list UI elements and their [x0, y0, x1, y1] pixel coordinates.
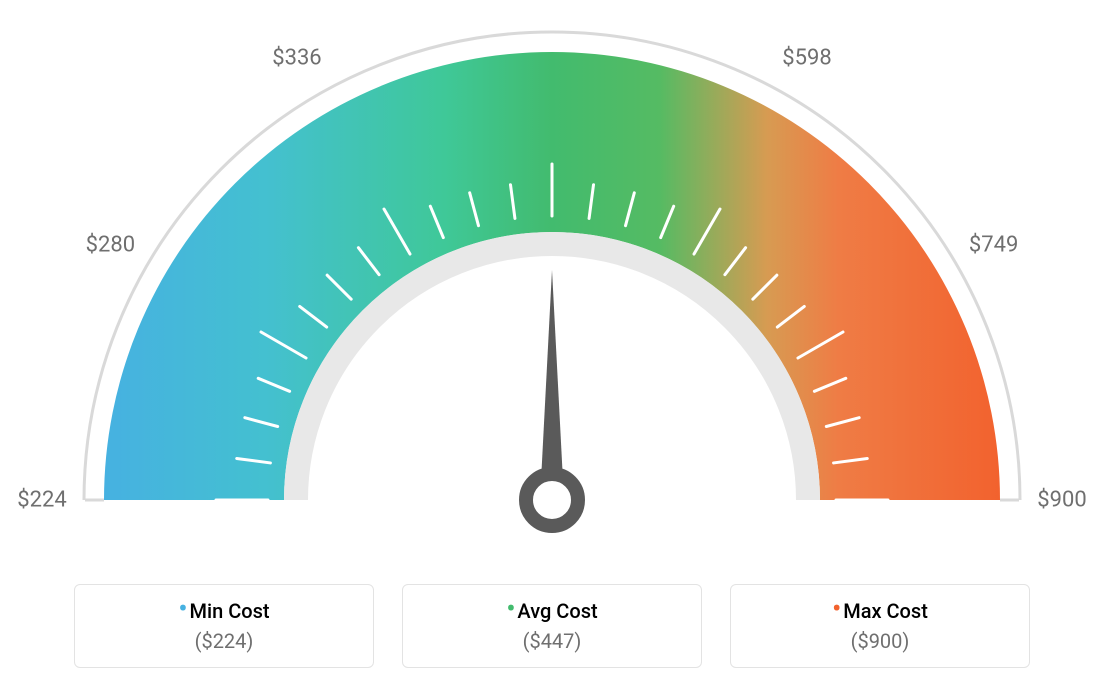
gauge-svg — [0, 0, 1104, 560]
legend-label-min: Min Cost — [190, 599, 270, 623]
scale-label: $447 — [527, 0, 576, 3]
scale-label: $598 — [782, 46, 831, 71]
legend-row: • Min Cost ($224) • Avg Cost ($447) • Ma… — [0, 584, 1104, 668]
legend-box-max: • Max Cost ($900) — [730, 584, 1030, 668]
legend-label-max: Max Cost — [843, 599, 928, 623]
legend-title-max: • Max Cost — [832, 599, 928, 623]
legend-value-max: ($900) — [851, 629, 910, 653]
legend-title-min: • Min Cost — [178, 599, 269, 623]
scale-label: $224 — [17, 488, 66, 513]
legend-title-avg: • Avg Cost — [506, 599, 597, 623]
legend-label-avg: Avg Cost — [517, 599, 597, 623]
scale-label: $900 — [1037, 488, 1086, 513]
gauge-area: $224 $280 $336 $447 $598 $749 $900 — [0, 0, 1104, 560]
legend-value-avg: ($447) — [523, 629, 582, 653]
scale-label: $749 — [969, 232, 1018, 257]
legend-box-min: • Min Cost ($224) — [74, 584, 374, 668]
legend-value-min: ($224) — [195, 629, 254, 653]
scale-label: $336 — [272, 46, 321, 71]
legend-box-avg: • Avg Cost ($447) — [402, 584, 702, 668]
scale-label: $280 — [86, 232, 135, 257]
cost-gauge-widget: $224 $280 $336 $447 $598 $749 $900 • Min Cost … — [0, 0, 1104, 690]
